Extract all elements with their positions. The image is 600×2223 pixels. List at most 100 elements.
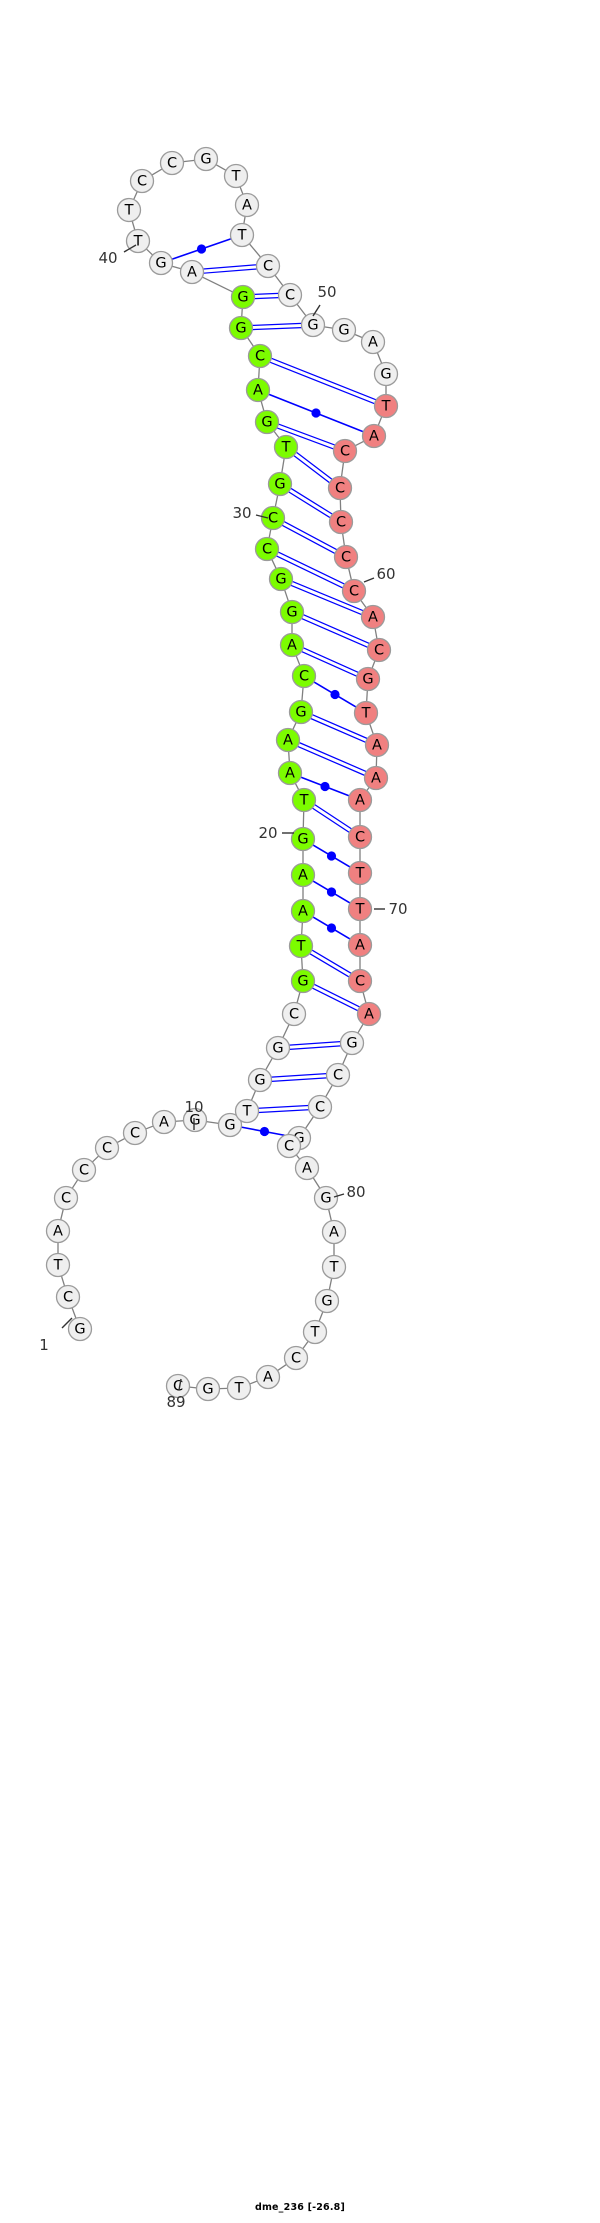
nucleotide[interactable]: C <box>277 282 303 308</box>
nucleotide[interactable]: T <box>288 933 314 959</box>
nucleotide-circle[interactable] <box>122 1120 148 1146</box>
nucleotide-circle[interactable] <box>45 1252 71 1278</box>
nucleotide-circle[interactable] <box>353 700 379 726</box>
nucleotide[interactable]: A <box>290 898 316 924</box>
nucleotide[interactable]: G <box>331 317 357 343</box>
nucleotide-circle[interactable] <box>373 361 399 387</box>
nucleotide[interactable]: G <box>228 315 254 341</box>
nucleotide-circle[interactable] <box>179 259 205 285</box>
nucleotide-circle[interactable] <box>255 253 281 279</box>
nucleotide-circle[interactable] <box>333 544 359 570</box>
nucleotide[interactable]: A <box>279 632 305 658</box>
nucleotide[interactable]: T <box>223 163 249 189</box>
nucleotide-circle[interactable] <box>313 1185 339 1211</box>
nucleotide-circle[interactable] <box>255 1364 281 1390</box>
nucleotide[interactable]: C <box>283 1345 309 1371</box>
nucleotide-circle[interactable] <box>71 1157 97 1183</box>
nucleotide-circle[interactable] <box>291 663 317 689</box>
nucleotide[interactable]: C <box>307 1094 333 1120</box>
nucleotide[interactable]: A <box>360 604 386 630</box>
nucleotide-circle[interactable] <box>55 1284 81 1310</box>
nucleotide[interactable]: C <box>129 168 155 194</box>
nucleotide[interactable]: G <box>355 666 381 692</box>
nucleotide-circle[interactable] <box>279 599 305 625</box>
nucleotide-circle[interactable] <box>234 1098 260 1124</box>
nucleotide[interactable]: A <box>179 259 205 285</box>
nucleotide[interactable]: A <box>45 1218 71 1244</box>
nucleotide[interactable]: G <box>314 1288 340 1314</box>
nucleotide[interactable]: T <box>234 1098 260 1124</box>
nucleotide[interactable]: A <box>361 423 387 449</box>
nucleotide-circle[interactable] <box>331 317 357 343</box>
nucleotide[interactable]: A <box>364 732 390 758</box>
nucleotide[interactable]: T <box>45 1252 71 1278</box>
nucleotide-circle[interactable] <box>45 1218 71 1244</box>
nucleotide[interactable]: G <box>339 1030 365 1056</box>
nucleotide-circle[interactable] <box>195 1376 221 1402</box>
nucleotide-circle[interactable] <box>228 315 254 341</box>
nucleotide[interactable]: G <box>279 599 305 625</box>
nucleotide-circle[interactable] <box>223 163 249 189</box>
nucleotide[interactable]: G <box>267 471 293 497</box>
nucleotide-circle[interactable] <box>254 536 280 562</box>
nucleotide-circle[interactable] <box>347 932 373 958</box>
nucleotide[interactable]: C <box>291 663 317 689</box>
nucleotide-circle[interactable] <box>226 1375 252 1401</box>
nucleotide[interactable]: C <box>247 343 273 369</box>
nucleotide-circle[interactable] <box>347 787 373 813</box>
nucleotide-circle[interactable] <box>279 632 305 658</box>
nucleotide-circle[interactable] <box>347 968 373 994</box>
nucleotide-circle[interactable] <box>129 168 155 194</box>
nucleotide-circle[interactable] <box>283 1345 309 1371</box>
nucleotide-circle[interactable] <box>366 637 392 663</box>
nucleotide[interactable]: A <box>347 932 373 958</box>
nucleotide[interactable]: T <box>302 1319 328 1345</box>
nucleotide-circle[interactable] <box>360 329 386 355</box>
nucleotide[interactable]: A <box>151 1109 177 1135</box>
nucleotide-circle[interactable] <box>364 732 390 758</box>
nucleotide-circle[interactable] <box>116 197 142 223</box>
nucleotide[interactable]: C <box>165 1373 191 1399</box>
nucleotide[interactable]: G <box>373 361 399 387</box>
nucleotide[interactable]: C <box>260 505 286 531</box>
nucleotide[interactable]: C <box>332 438 358 464</box>
nucleotide[interactable]: G <box>195 1376 221 1402</box>
nucleotide-circle[interactable] <box>300 312 326 338</box>
nucleotide-circle[interactable] <box>277 760 303 786</box>
nucleotide[interactable]: G <box>290 826 316 852</box>
nucleotide-circle[interactable] <box>217 1112 243 1138</box>
nucleotide[interactable]: T <box>273 434 299 460</box>
nucleotide[interactable]: A <box>255 1364 281 1390</box>
nucleotide[interactable]: C <box>347 968 373 994</box>
nucleotide-circle[interactable] <box>151 1109 177 1135</box>
nucleotide-circle[interactable] <box>290 898 316 924</box>
nucleotide[interactable]: C <box>327 475 353 501</box>
nucleotide[interactable]: C <box>341 578 367 604</box>
nucleotide-circle[interactable] <box>291 787 317 813</box>
nucleotide[interactable]: A <box>363 765 389 791</box>
nucleotide-circle[interactable] <box>347 824 373 850</box>
nucleotide[interactable]: G <box>254 409 280 435</box>
nucleotide[interactable]: C <box>254 536 280 562</box>
nucleotide[interactable]: G <box>290 968 316 994</box>
nucleotide-circle[interactable] <box>53 1185 79 1211</box>
nucleotide[interactable]: A <box>277 760 303 786</box>
nucleotide[interactable]: C <box>55 1284 81 1310</box>
nucleotide[interactable]: C <box>347 824 373 850</box>
nucleotide[interactable]: A <box>294 1155 320 1181</box>
nucleotide[interactable]: G <box>217 1112 243 1138</box>
nucleotide-circle[interactable] <box>328 509 354 535</box>
nucleotide[interactable]: C <box>281 1001 307 1027</box>
nucleotide[interactable]: G <box>148 250 174 276</box>
nucleotide-circle[interactable] <box>148 250 174 276</box>
nucleotide-circle[interactable] <box>288 699 314 725</box>
nucleotide[interactable]: G <box>230 284 256 310</box>
nucleotide[interactable]: C <box>366 637 392 663</box>
nucleotide[interactable]: G <box>265 1035 291 1061</box>
nucleotide[interactable]: G <box>268 566 294 592</box>
nucleotide-circle[interactable] <box>361 423 387 449</box>
nucleotide-circle[interactable] <box>332 438 358 464</box>
nucleotide[interactable]: C <box>255 253 281 279</box>
nucleotide-circle[interactable] <box>327 475 353 501</box>
nucleotide-circle[interactable] <box>290 968 316 994</box>
